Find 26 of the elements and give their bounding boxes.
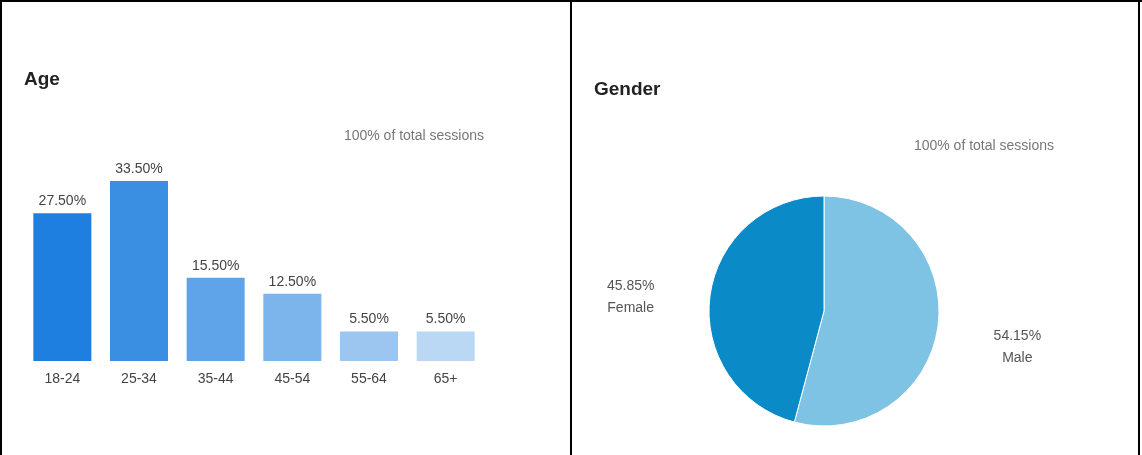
chart-subtitle: 100% of total sessions [913, 137, 1054, 153]
data-label: 15.50% [191, 256, 240, 273]
chart-subtitle: 100% of total sessions [343, 127, 484, 143]
x-tick-label: 25-34 [121, 369, 158, 386]
data-label: 12.50% [268, 272, 317, 289]
bar [33, 213, 92, 361]
data-label: 5.50% [425, 310, 466, 327]
bar [186, 277, 245, 361]
bar [340, 331, 398, 361]
x-tick-label: 35-44 [197, 369, 234, 386]
x-tick-label: 45-54 [274, 369, 311, 386]
data-label: 5.50% [349, 310, 389, 327]
x-tick-label: 55-64 [351, 369, 388, 386]
bar [110, 181, 168, 361]
bar [263, 293, 322, 361]
chart-title: Age [24, 68, 60, 89]
data-label: 45.85% [606, 276, 655, 293]
bar [416, 331, 475, 361]
data-label: 27.50% [38, 192, 87, 209]
x-tick-label: 18-24 [44, 369, 81, 386]
slice-label: Female [607, 298, 655, 315]
data-label: 54.15% [993, 327, 1042, 344]
chart-title: Gender [594, 78, 662, 99]
slice-label: Male [1002, 349, 1033, 366]
x-tick-label: 65+ [433, 369, 458, 386]
data-label: 33.50% [115, 160, 163, 176]
